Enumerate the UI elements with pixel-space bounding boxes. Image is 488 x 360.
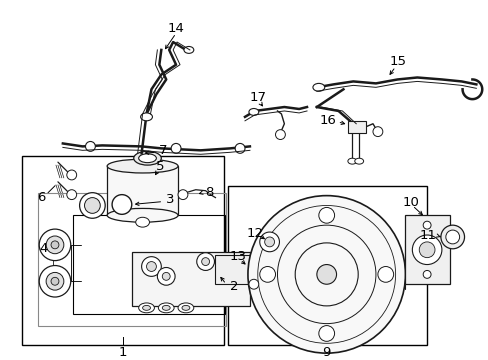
- Bar: [215, 255, 249, 284]
- Ellipse shape: [141, 113, 152, 121]
- Bar: [228, 186, 426, 345]
- Ellipse shape: [162, 305, 170, 310]
- Circle shape: [235, 143, 244, 153]
- Circle shape: [51, 277, 59, 285]
- Text: 4: 4: [39, 242, 47, 255]
- Circle shape: [67, 170, 77, 180]
- Ellipse shape: [139, 303, 154, 313]
- Ellipse shape: [158, 303, 174, 313]
- Text: 10: 10: [402, 196, 419, 209]
- Ellipse shape: [136, 217, 149, 227]
- Circle shape: [418, 242, 434, 258]
- Circle shape: [247, 195, 405, 353]
- Circle shape: [51, 241, 59, 249]
- Circle shape: [142, 257, 161, 276]
- Circle shape: [196, 253, 214, 270]
- Ellipse shape: [183, 46, 193, 53]
- Circle shape: [67, 190, 77, 199]
- Circle shape: [112, 195, 131, 214]
- Ellipse shape: [107, 208, 178, 222]
- Circle shape: [178, 190, 187, 199]
- Text: 17: 17: [249, 91, 266, 104]
- Bar: [131, 252, 249, 306]
- Text: 13: 13: [229, 250, 246, 263]
- Text: 5: 5: [156, 159, 164, 172]
- Text: 7: 7: [159, 144, 167, 157]
- Ellipse shape: [248, 108, 258, 116]
- Bar: [107, 166, 178, 215]
- Circle shape: [422, 270, 430, 278]
- Bar: [73, 215, 225, 314]
- Text: 6: 6: [37, 191, 45, 204]
- Circle shape: [372, 127, 382, 136]
- Ellipse shape: [142, 305, 150, 310]
- Bar: [405, 215, 449, 284]
- Text: 2: 2: [230, 280, 238, 293]
- Circle shape: [84, 198, 100, 213]
- Circle shape: [445, 230, 459, 244]
- Ellipse shape: [347, 158, 356, 164]
- Circle shape: [146, 262, 156, 271]
- Text: 12: 12: [246, 226, 263, 239]
- Circle shape: [157, 267, 175, 285]
- Circle shape: [248, 279, 258, 289]
- Text: 14: 14: [167, 22, 184, 35]
- Ellipse shape: [107, 159, 178, 173]
- Ellipse shape: [134, 151, 161, 165]
- Circle shape: [46, 273, 64, 290]
- Bar: [38, 193, 226, 325]
- Circle shape: [422, 221, 430, 229]
- Circle shape: [377, 266, 393, 282]
- Text: 16: 16: [319, 114, 336, 127]
- Ellipse shape: [139, 154, 156, 163]
- Text: 3: 3: [166, 193, 174, 206]
- Ellipse shape: [182, 305, 189, 310]
- Circle shape: [316, 265, 336, 284]
- Circle shape: [46, 236, 64, 254]
- Circle shape: [411, 235, 441, 265]
- Circle shape: [275, 130, 285, 140]
- Circle shape: [39, 229, 71, 261]
- Text: 1: 1: [119, 346, 127, 359]
- Circle shape: [201, 258, 209, 266]
- Circle shape: [440, 225, 464, 249]
- Text: 11: 11: [419, 229, 436, 242]
- Ellipse shape: [354, 158, 363, 164]
- Text: 8: 8: [205, 186, 214, 199]
- Circle shape: [264, 237, 274, 247]
- Circle shape: [171, 143, 181, 153]
- Text: 15: 15: [388, 55, 405, 68]
- Text: 9: 9: [322, 346, 330, 359]
- Circle shape: [80, 193, 105, 218]
- Circle shape: [39, 266, 71, 297]
- Circle shape: [85, 141, 95, 151]
- Bar: [347, 121, 366, 132]
- Circle shape: [259, 266, 275, 282]
- Circle shape: [318, 207, 334, 223]
- Ellipse shape: [178, 303, 193, 313]
- Circle shape: [318, 325, 334, 341]
- Circle shape: [162, 273, 170, 280]
- Bar: [21, 156, 224, 345]
- Ellipse shape: [312, 84, 324, 91]
- Circle shape: [259, 232, 279, 252]
